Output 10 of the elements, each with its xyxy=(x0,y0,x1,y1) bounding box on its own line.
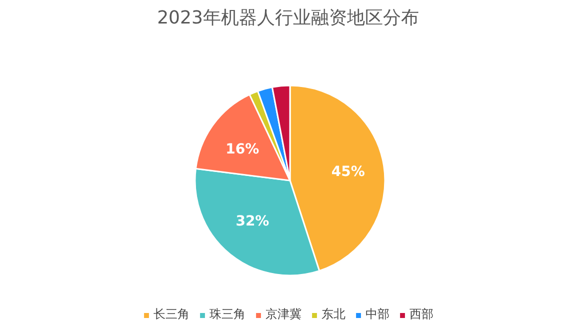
legend-label: 珠三角 xyxy=(210,306,246,323)
data-label: 45% xyxy=(331,164,365,180)
data-label: 16% xyxy=(226,141,260,158)
legend-label: 长三角 xyxy=(154,306,190,323)
data-label: 32% xyxy=(236,213,270,230)
legend-label: 西部 xyxy=(410,306,434,323)
legend-label: 东北 xyxy=(322,306,346,323)
legend-label: 京津冀 xyxy=(266,306,302,323)
legend-label: 中部 xyxy=(366,306,390,323)
chart-title: 2023年机器人行业融资地区分布 xyxy=(157,8,419,28)
